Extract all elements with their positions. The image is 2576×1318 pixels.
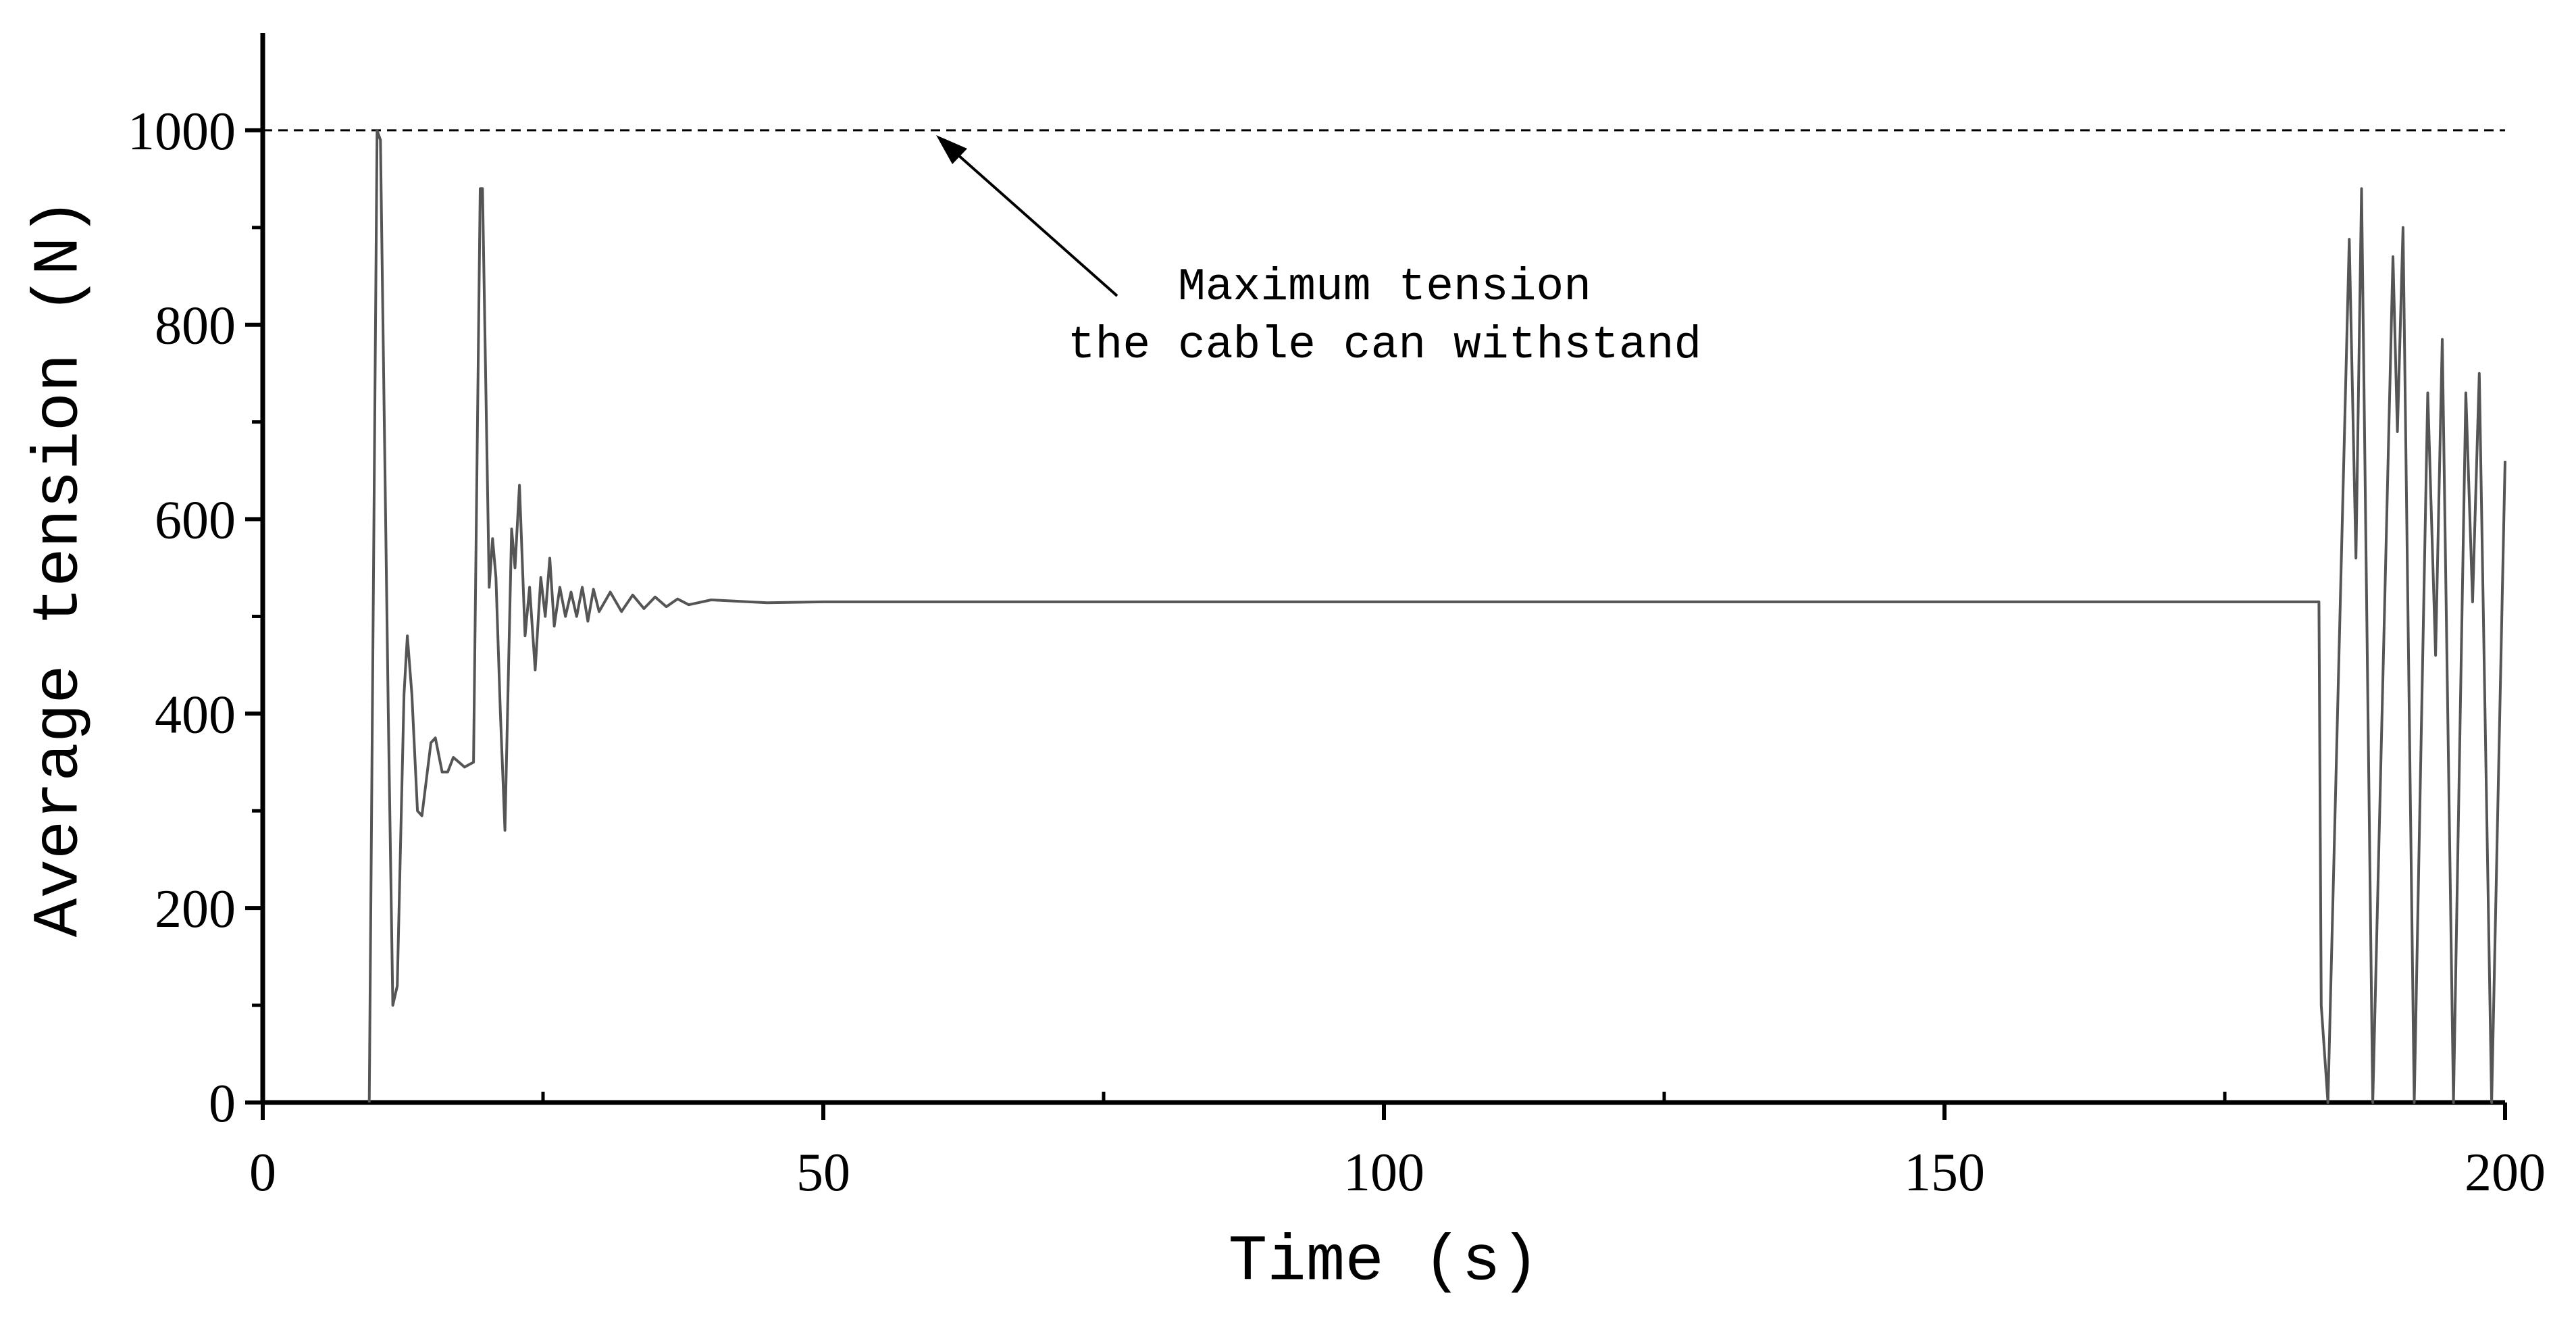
arrow-head	[936, 135, 967, 164]
y-axis-title: Average tension (N)	[22, 198, 96, 938]
y-tick-label: 600	[155, 491, 236, 551]
x-tick-label: 50	[796, 1143, 850, 1202]
y-tick-label: 1000	[128, 102, 236, 161]
annotation: the cable can withstand	[1068, 320, 1702, 372]
y-tick-label: 0	[209, 1074, 236, 1134]
x-axis-title: Time (s)	[1229, 1225, 1540, 1298]
x-tick-label: 100	[1343, 1143, 1424, 1202]
annotation-arrow	[944, 143, 1118, 297]
x-tick-label: 0	[249, 1143, 276, 1202]
x-tick-label: 150	[1904, 1143, 1985, 1202]
annotation: Maximum tension	[1178, 261, 1591, 313]
x-tick-label: 200	[2465, 1143, 2546, 1202]
y-tick-label: 800	[155, 297, 236, 356]
y-tick-label: 400	[155, 685, 236, 744]
y-tick-label: 200	[155, 880, 236, 939]
data-line	[367, 128, 2506, 1104]
